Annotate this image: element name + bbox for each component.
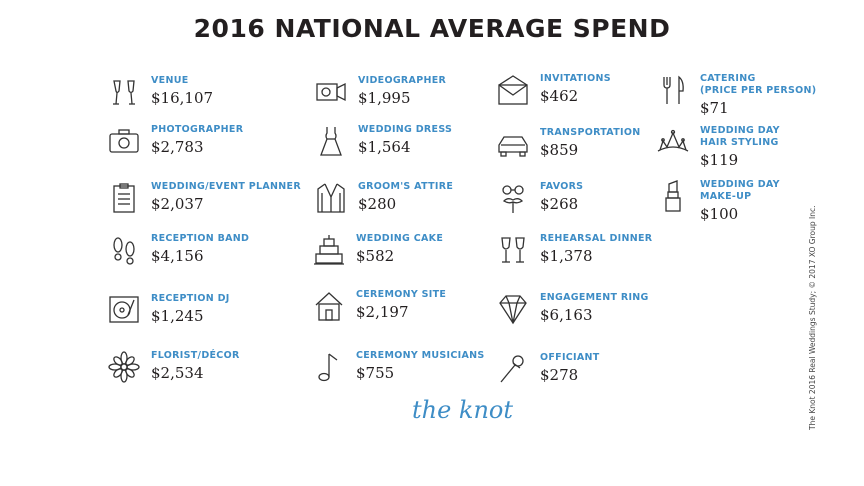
item-amount: $859 <box>540 141 579 159</box>
credit-line: The Knot 2016 Real Weddings Study; © 201… <box>808 205 817 431</box>
item-label: WEDDING DAY MAKE-UP <box>700 179 780 202</box>
mustache-prop-icon <box>496 181 530 215</box>
diamond-icon <box>496 292 530 326</box>
item-label: CEREMONY MUSICIANS <box>356 350 485 361</box>
item-label: WEDDING CAKE <box>356 233 444 244</box>
item-amount: $2,037 <box>151 195 204 213</box>
item-amount: $462 <box>540 87 579 105</box>
item-amount: $582 <box>356 247 395 265</box>
page-title: 2016 NATIONAL AVERAGE SPEND <box>193 14 671 43</box>
item-label: PHOTOGRAPHER <box>151 124 244 135</box>
item-label: VENUE <box>151 75 189 86</box>
item-label: WEDDING DAY HAIR STYLING <box>700 125 780 148</box>
item-label: FAVORS <box>540 181 584 192</box>
item-amount: $2,534 <box>151 364 204 382</box>
item-amount: $119 <box>700 151 739 169</box>
turntable-icon <box>107 293 141 327</box>
item-label: VIDEOGRAPHER <box>358 75 447 86</box>
the-knot-logo: the knot <box>412 396 514 424</box>
item-label: GROOM'S ATTIRE <box>358 181 454 192</box>
item-label: INVITATIONS <box>540 73 611 84</box>
item-amount: $1,564 <box>358 138 411 156</box>
item-amount: $1,378 <box>540 247 593 265</box>
item-label: RECEPTION BAND <box>151 233 250 244</box>
envelope-icon <box>496 73 530 107</box>
item-label: WEDDING/EVENT PLANNER <box>151 181 301 192</box>
item-label: RECEPTION DJ <box>151 293 230 304</box>
wine-glasses-icon <box>496 233 530 267</box>
tiara-icon <box>656 125 690 159</box>
item-amount: $16,107 <box>151 89 214 107</box>
item-amount: $2,783 <box>151 138 204 156</box>
clipboard-icon <box>107 181 141 215</box>
item-amount: $1,995 <box>358 89 411 107</box>
item-amount: $280 <box>358 195 397 213</box>
item-amount: $6,163 <box>540 306 593 324</box>
flower-icon <box>107 350 141 384</box>
item-amount: $1,245 <box>151 307 204 325</box>
tuxedo-icon <box>314 181 348 215</box>
microphone-icon <box>496 352 530 386</box>
video-camera-icon <box>314 75 348 109</box>
item-amount: $2,197 <box>356 303 409 321</box>
music-note-icon <box>312 350 346 384</box>
item-label: CATERING (PRICE PER PERSON) <box>700 73 817 96</box>
item-label: WEDDING DRESS <box>358 124 453 135</box>
item-label: TRANSPORTATION <box>540 127 641 138</box>
house-icon <box>312 289 346 323</box>
item-amount: $71 <box>700 99 729 117</box>
item-amount: $755 <box>356 364 395 382</box>
footprints-icon <box>107 233 141 267</box>
item-label: CEREMONY SITE <box>356 289 447 300</box>
champagne-glasses-icon <box>107 75 141 109</box>
lipstick-icon <box>656 179 690 213</box>
item-amount: $268 <box>540 195 579 213</box>
item-amount: $4,156 <box>151 247 204 265</box>
car-icon <box>496 127 530 161</box>
item-label: ENGAGEMENT RING <box>540 292 649 303</box>
item-label: OFFICIANT <box>540 352 600 363</box>
item-amount: $278 <box>540 366 579 384</box>
fork-knife-icon <box>656 73 690 107</box>
item-label: REHEARSAL DINNER <box>540 233 653 244</box>
camera-icon <box>107 124 141 158</box>
item-label: FLORIST/DÉCOR <box>151 350 240 361</box>
dress-icon <box>314 124 348 158</box>
item-amount: $100 <box>700 205 739 223</box>
cake-icon <box>312 233 346 267</box>
